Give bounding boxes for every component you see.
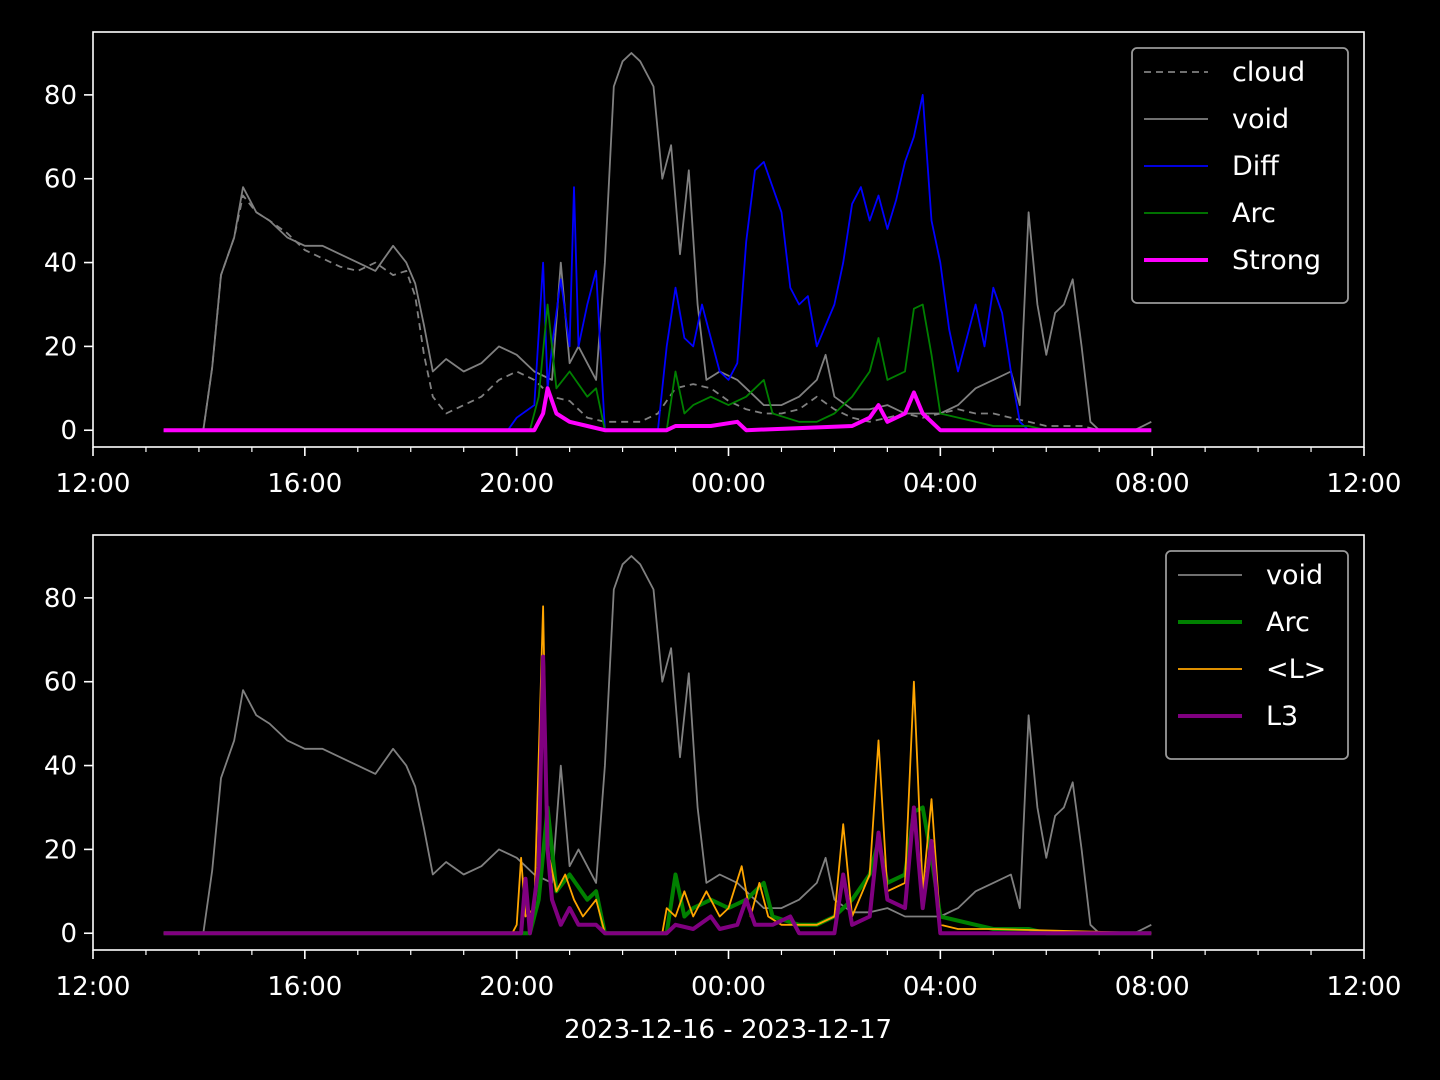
x-tick-label: 12:00: [56, 972, 131, 1002]
legend-label-void: void: [1266, 560, 1323, 591]
x-tick-label: 12:00: [1327, 972, 1402, 1002]
legend-label-diff: Diff: [1232, 151, 1280, 182]
y-tick-label: 80: [44, 584, 77, 614]
legend-label-l: <L>: [1266, 654, 1326, 685]
series-line-l3: [163, 654, 1152, 936]
x-tick-label: 12:00: [56, 469, 131, 499]
y-tick-label: 0: [60, 919, 77, 949]
y-tick-label: 60: [44, 165, 77, 195]
series-line-strong: [163, 386, 1152, 433]
y-tick-label: 40: [44, 752, 77, 782]
legend-label-void: void: [1232, 104, 1289, 135]
x-tick-label: 00:00: [691, 469, 766, 499]
top-chart-panel: 12:00 16:00 20:00 00:00 04:00 08:00 12:00 0 20 40…: [44, 31, 1402, 499]
x-tick-label: 08:00: [1115, 972, 1190, 1002]
series-line-void: [163, 555, 1152, 935]
x-tick-label: 16:00: [267, 972, 342, 1002]
x-tick-label: 20:00: [479, 972, 554, 1002]
x-tick-label: 04:00: [903, 972, 978, 1002]
y-tick-label: 40: [44, 249, 77, 279]
series-line-arc: [163, 303, 1152, 432]
bottom-legend: void Arc <L> L3: [1165, 550, 1349, 760]
y-tick-label: 20: [44, 332, 77, 362]
x-tick-label: 04:00: [903, 469, 978, 499]
series-line-cloud: [163, 194, 1152, 432]
y-tick-label: 20: [44, 835, 77, 865]
y-tick-label: 0: [60, 416, 77, 446]
x-tick-label: 00:00: [691, 972, 766, 1002]
bottom-chart-panel: 12:00 16:00 20:00 00:00 04:00 08:00 12:00 0 20 40…: [44, 534, 1402, 1002]
legend-label-strong: Strong: [1232, 245, 1321, 276]
legend-label-l3: L3: [1266, 701, 1298, 732]
x-tick-label: 12:00: [1327, 469, 1402, 499]
x-tick-label: 08:00: [1115, 469, 1190, 499]
top-legend: cloud void Diff Arc Strong: [1131, 47, 1349, 304]
series-line-diff: [163, 94, 1152, 432]
legend-label-cloud: cloud: [1232, 57, 1305, 88]
legend-label-arc: Arc: [1232, 198, 1276, 229]
legend-box: [1131, 47, 1349, 304]
legend-box: [1165, 550, 1349, 760]
x-tick-label: 20:00: [479, 469, 554, 499]
y-tick-label: 60: [44, 668, 77, 698]
x-tick-label: 16:00: [267, 469, 342, 499]
legend-label-arc: Arc: [1266, 607, 1310, 638]
y-tick-label: 80: [44, 81, 77, 111]
x-axis-label: 2023-12-16 - 2023-12-17: [564, 1015, 892, 1045]
